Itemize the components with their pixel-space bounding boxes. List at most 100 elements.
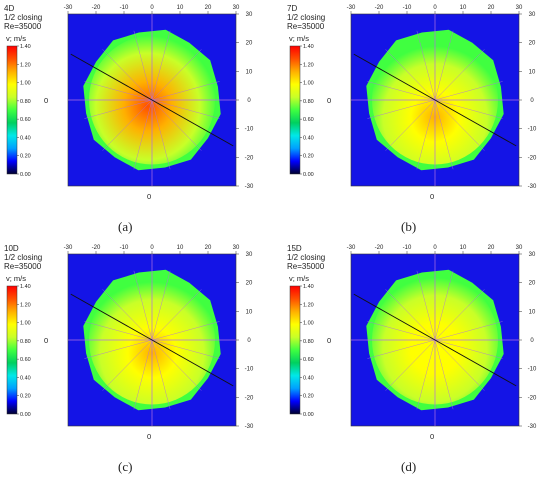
- title-line-closing: 1/2 closing: [287, 253, 326, 262]
- colorbar-tick-label: 0.60: [20, 117, 31, 123]
- title-line-reynolds: Re=35000: [4, 262, 42, 271]
- colorbar-tick-label: 1.20: [303, 302, 314, 308]
- colorbar-tick-label: 1.40: [20, 284, 31, 290]
- measurement-ray: [151, 321, 220, 341]
- measurement-ray: [151, 81, 220, 101]
- measurement-ray: [151, 339, 171, 410]
- measurement-ray: [151, 270, 171, 341]
- x-tick-label: -20: [375, 5, 384, 11]
- x-tick-label: 30: [233, 5, 240, 11]
- x-tick-label: 30: [233, 245, 240, 251]
- panel-caption-a: (a): [118, 219, 133, 234]
- colorbar-tick-label: 0.40: [303, 135, 314, 141]
- colorbar-tick-label: 1.00: [20, 81, 31, 87]
- measurement-ray: [434, 289, 485, 341]
- y-tick-label: -10: [528, 367, 537, 373]
- y-tick-label: 30: [529, 12, 536, 18]
- heatmap-plot-a: -30 -20 -10 0 10 20 30 30 20 10 0 -10 -20 -30 1.40 1.20…: [6, 5, 254, 190]
- y-tick-label: 20: [246, 41, 253, 47]
- colorbar-tick-label: 1.20: [303, 62, 314, 68]
- measurement-ray: [84, 99, 153, 119]
- heatmap-plot-c: -30 -20 -10 0 10 20 30 30 20 10 0 -10 -20 -30 1.40 1.20…: [6, 245, 254, 430]
- y-tick-label: 30: [529, 252, 536, 258]
- title-line-distance: 10D: [4, 244, 19, 253]
- x-tick-label: 30: [516, 245, 523, 251]
- colorbar-tick-label: 1.00: [303, 321, 314, 327]
- x-tick-label: -20: [92, 5, 101, 11]
- title-line-distance: 7D: [287, 4, 298, 13]
- colorbar-tick-label: 1.40: [303, 44, 314, 50]
- measurement-ray: [434, 81, 503, 101]
- measurement-ray: [84, 81, 153, 101]
- colorbar-tick-label: 0.60: [303, 357, 314, 363]
- x-tick-label: 20: [205, 245, 212, 251]
- colorbar: [6, 285, 18, 415]
- x-tick-label: -20: [375, 245, 384, 251]
- colorbar-label-b: v; m/s: [289, 34, 309, 43]
- y-tick-label: 20: [529, 41, 536, 47]
- measurement-ray: [416, 270, 436, 341]
- y-tick-label: -10: [245, 127, 254, 133]
- y-tick-label: 30: [246, 12, 253, 18]
- y-tick-label: -30: [245, 424, 254, 430]
- measurement-ray: [151, 49, 202, 101]
- y-tick-label: -30: [528, 424, 537, 430]
- x-tick-label: 10: [460, 245, 467, 251]
- y-tick-label: -20: [245, 155, 254, 161]
- colorbar-tick-label: 0.20: [303, 394, 314, 400]
- colorbar-label-d: v; m/s: [289, 274, 309, 283]
- colorbar-tick-label: 0.60: [303, 117, 314, 123]
- colorbar-tick-label: 1.20: [20, 302, 31, 308]
- colorbar-tick-label: 0.00: [20, 412, 31, 418]
- measurement-ray: [416, 30, 436, 101]
- heatmap-panel-d: -30 -20 -10 0 10 20 30 30 20 10 0 -10 -20 -30 1.40 1.20…: [283, 240, 550, 480]
- measurement-ray: [102, 99, 153, 151]
- x-tick-label: 0: [433, 245, 437, 251]
- x-tick-label: 20: [488, 5, 495, 11]
- colorbar-tick-label: 0.40: [20, 375, 31, 381]
- title-line-reynolds: Re=35000: [287, 22, 325, 31]
- title-line-closing: 1/2 closing: [287, 13, 326, 22]
- colorbar-tick-label: 0.80: [20, 339, 31, 345]
- colorbar-tick-label: 1.40: [20, 44, 31, 50]
- measurement-ray: [133, 270, 153, 341]
- y-tick-label: 10: [529, 309, 536, 315]
- colorbar: [289, 45, 301, 175]
- x-axis-label-a: 0: [147, 192, 152, 201]
- y-axis-label-c: 0: [44, 336, 49, 345]
- measurement-ray: [133, 99, 153, 170]
- measurement-ray: [84, 339, 153, 359]
- colorbar-tick-label: 0.80: [303, 339, 314, 345]
- measurement-ray: [102, 289, 153, 341]
- title-line-distance: 4D: [4, 4, 15, 13]
- x-tick-label: 10: [460, 5, 467, 11]
- x-tick-label: -10: [120, 5, 129, 11]
- x-axis-label-c: 0: [147, 432, 152, 441]
- y-tick-label: -10: [245, 367, 254, 373]
- measurement-ray: [367, 321, 436, 341]
- x-tick-label: -10: [403, 245, 412, 251]
- title-line-reynolds: Re=35000: [4, 22, 42, 31]
- measurement-ray: [434, 49, 485, 101]
- x-tick-label: 0: [150, 5, 154, 11]
- x-tick-label: 20: [488, 245, 495, 251]
- colorbar-tick-label: 0.00: [20, 172, 31, 178]
- measurement-ray: [367, 81, 436, 101]
- x-tick-label: -30: [64, 5, 73, 11]
- y-axis-label-d: 0: [327, 336, 332, 345]
- x-tick-label: 20: [205, 5, 212, 11]
- title-line-distance: 15D: [287, 244, 302, 253]
- x-tick-label: 0: [150, 245, 154, 251]
- heatmap-panel-a: -30 -20 -10 0 10 20 30 30 20 10 0 -10 -20 -30 1.40 1.20…: [0, 0, 275, 240]
- measurement-ray: [133, 30, 153, 101]
- measurement-ray: [434, 99, 503, 119]
- measurement-ray: [385, 339, 436, 391]
- measurement-ray: [151, 289, 202, 341]
- x-tick-label: -30: [64, 245, 73, 251]
- y-tick-label: 0: [530, 98, 534, 104]
- panel-title-b: 7D 1/2 closing Re=35000: [287, 4, 325, 31]
- measurement-ray: [385, 289, 436, 341]
- x-tick-label: -10: [403, 5, 412, 11]
- colorbar-tick-label: 1.20: [20, 62, 31, 68]
- measurement-ray: [416, 339, 436, 410]
